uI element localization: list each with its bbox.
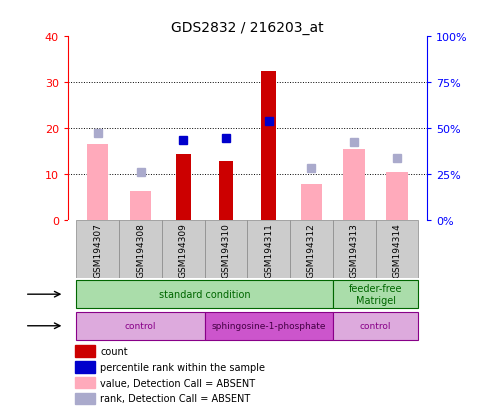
Bar bbox=[76, 280, 332, 309]
Text: GSM194309: GSM194309 bbox=[179, 223, 187, 277]
Bar bbox=[343, 150, 364, 221]
Bar bbox=[332, 312, 417, 340]
Text: GSM194311: GSM194311 bbox=[264, 223, 272, 277]
Bar bbox=[332, 221, 375, 279]
Bar bbox=[87, 145, 108, 221]
Text: GSM194310: GSM194310 bbox=[221, 223, 230, 277]
Bar bbox=[204, 312, 332, 340]
Bar bbox=[130, 191, 151, 221]
Bar bbox=[119, 221, 162, 279]
Bar bbox=[204, 221, 247, 279]
Bar bbox=[247, 221, 289, 279]
Text: GSM194313: GSM194313 bbox=[349, 223, 358, 277]
Text: GSM194308: GSM194308 bbox=[136, 223, 145, 277]
Text: percentile rank within the sample: percentile rank within the sample bbox=[100, 362, 265, 372]
Text: count: count bbox=[100, 346, 128, 356]
Bar bbox=[75, 393, 94, 404]
Bar bbox=[385, 173, 407, 221]
Bar bbox=[289, 221, 332, 279]
Text: GSM194307: GSM194307 bbox=[93, 223, 102, 277]
Bar bbox=[300, 184, 321, 221]
Text: sphingosine-1-phosphate: sphingosine-1-phosphate bbox=[211, 321, 325, 330]
Bar bbox=[76, 312, 204, 340]
Bar bbox=[75, 361, 94, 373]
Bar bbox=[332, 280, 417, 309]
Bar bbox=[261, 71, 275, 221]
Text: GSM194314: GSM194314 bbox=[392, 223, 401, 277]
Bar bbox=[375, 221, 417, 279]
Title: GDS2832 / 216203_at: GDS2832 / 216203_at bbox=[171, 21, 323, 35]
Bar bbox=[162, 221, 204, 279]
Bar bbox=[175, 154, 190, 221]
Text: rank, Detection Call = ABSENT: rank, Detection Call = ABSENT bbox=[100, 394, 250, 404]
Bar bbox=[75, 377, 94, 388]
Bar bbox=[75, 346, 94, 357]
Bar bbox=[76, 221, 119, 279]
Text: control: control bbox=[124, 321, 156, 330]
Bar bbox=[218, 161, 233, 221]
Text: feeder-free
Matrigel: feeder-free Matrigel bbox=[348, 284, 401, 305]
Text: GSM194312: GSM194312 bbox=[306, 223, 315, 277]
Text: value, Detection Call = ABSENT: value, Detection Call = ABSENT bbox=[100, 378, 255, 388]
Text: control: control bbox=[359, 321, 391, 330]
Text: standard condition: standard condition bbox=[158, 290, 250, 299]
